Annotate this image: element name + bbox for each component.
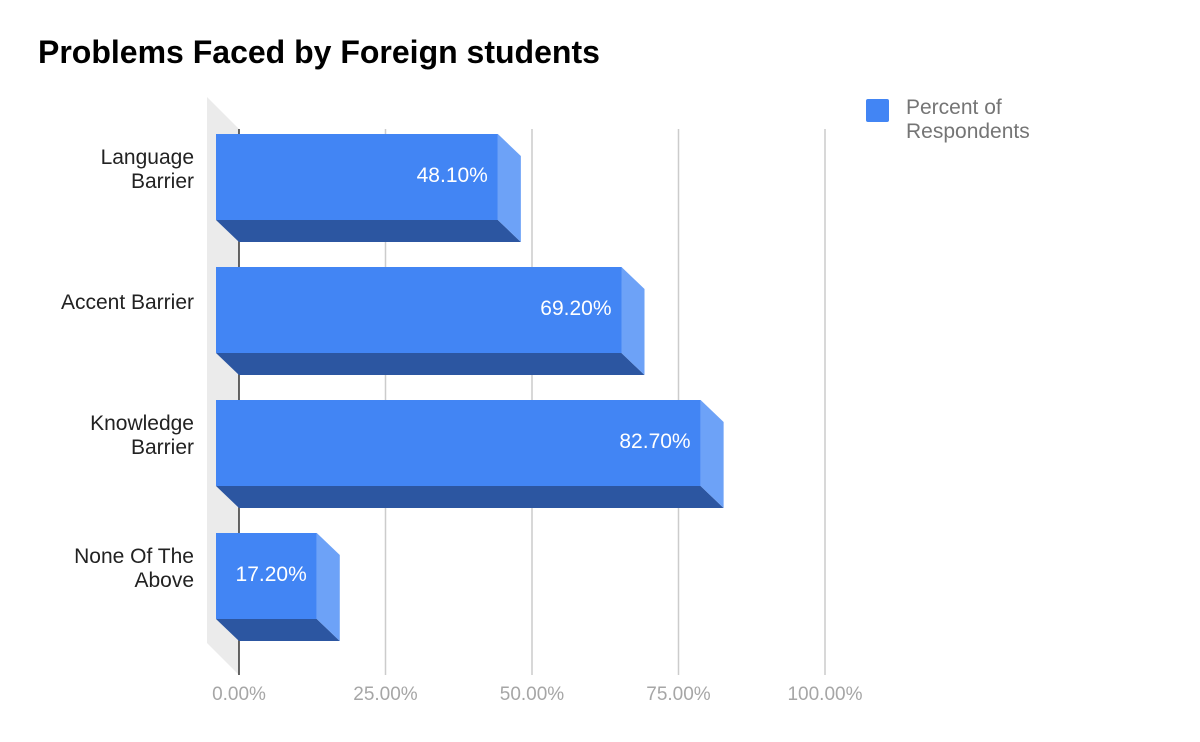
- bar: [216, 134, 498, 220]
- chart-wall: [207, 97, 239, 675]
- data-label: 69.20%: [540, 297, 611, 320]
- data-label: 48.10%: [417, 164, 488, 187]
- bar-bottom-face: [216, 619, 340, 641]
- category-label: Accent Barrier: [61, 291, 194, 314]
- bar: [216, 533, 317, 619]
- category-label: None Of The Above: [74, 545, 194, 592]
- bar-bottom-face: [216, 486, 724, 508]
- chart-title: Problems Faced by Foreign students: [38, 34, 600, 70]
- x-tick-label: 0.00%: [212, 684, 266, 705]
- bar-bottom-face: [216, 353, 645, 375]
- bar-side-face: [700, 400, 724, 508]
- x-tick-label: 50.00%: [500, 684, 565, 705]
- bar-bottom-face: [216, 220, 521, 242]
- data-label: 17.20%: [236, 563, 307, 586]
- bar-side-face: [497, 134, 521, 242]
- x-tick-label: 25.00%: [353, 684, 418, 705]
- legend-label: Percent of Respondents: [906, 96, 1030, 143]
- category-label: Knowledge Barrier: [90, 412, 194, 459]
- bar-side-face: [316, 533, 340, 641]
- category-label: Language Barrier: [101, 146, 194, 193]
- bar: [216, 267, 622, 353]
- x-tick-label: 100.00%: [787, 684, 862, 705]
- x-tick-label: 75.00%: [646, 684, 711, 705]
- legend-swatch: [866, 99, 889, 122]
- bar: [216, 400, 701, 486]
- legend: Percent of Respondents: [866, 96, 1076, 144]
- bar-side-face: [621, 267, 645, 375]
- data-label: 82.70%: [619, 430, 690, 453]
